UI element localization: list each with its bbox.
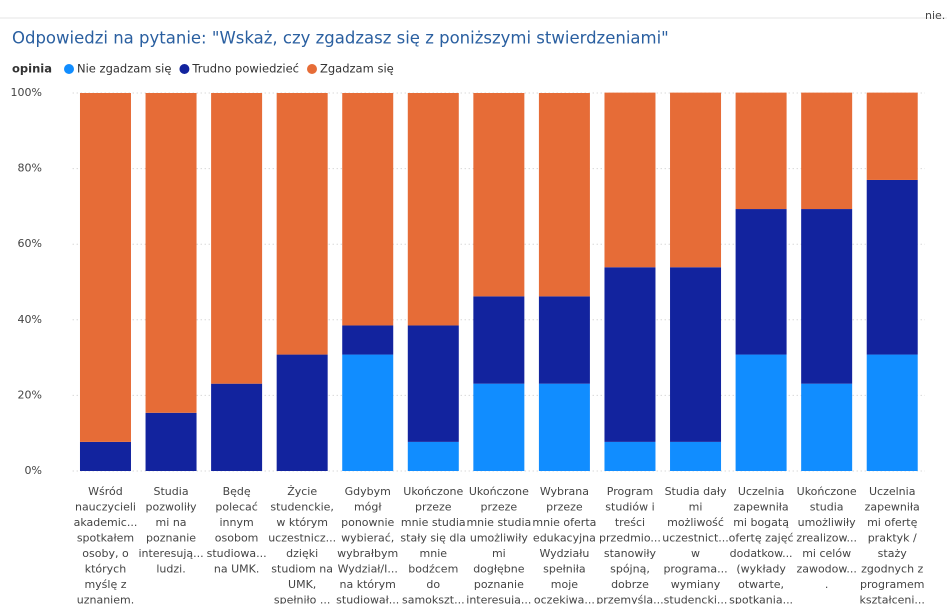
bar-segment: [866, 92, 918, 180]
bar-segment: [342, 93, 394, 326]
x-tick-label: Ukończone przeze mnie studia stały się dla m…: [400, 485, 466, 604]
bar-segment: [801, 383, 853, 471]
bar-segment: [735, 354, 787, 471]
x-tick-label: Życie studenckie, w którym uczestnicz... dzi…: [268, 485, 336, 604]
x-tick-label: Studia dały mi możliwość uczestnict... w prog…: [662, 485, 728, 604]
x-tick-label: Gdybym mógł ponownie wybierać, wybrałbym Wydz…: [336, 485, 399, 604]
bar-segment: [276, 354, 328, 471]
bar-segment: [735, 92, 787, 210]
bar-segment: [79, 441, 131, 471]
chart-title: Odpowiedzi na pytanie: "Wskaż, czy zgadz…: [12, 29, 669, 48]
bar-segment: [670, 92, 722, 268]
bar-segment: [866, 179, 918, 355]
bar-segment: [407, 325, 459, 442]
bar-segment: [145, 93, 197, 413]
bar-segment: [670, 267, 722, 442]
bar-segment: [538, 383, 590, 471]
bar-segment: [79, 93, 131, 442]
bar-segment: [211, 93, 263, 384]
legend-marker: [179, 64, 190, 74]
bar-segment: [801, 92, 853, 210]
bar-segment: [473, 296, 525, 384]
x-tick-label: Ukończone przeze mnie studia umożliwiły mi do…: [466, 485, 531, 604]
y-tick-label: 60%: [18, 237, 42, 250]
bar-segment: [407, 93, 459, 326]
bar-segment: [538, 296, 590, 384]
y-tick-label: 20%: [18, 388, 42, 401]
bar-segment: [342, 325, 394, 355]
bar-segment: [604, 92, 656, 268]
bar-segment: [670, 441, 722, 471]
legend: Nie zgadzam się Trudno powiedzieć Zgadzam …: [64, 62, 394, 76]
x-tick-label: Studia pozwoliły mi na poznanie interesują..…: [138, 485, 203, 576]
legend-label: Nie zgadzam się: [77, 62, 171, 76]
bar-segment: [801, 209, 853, 384]
legend-label: Trudno powiedzieć: [191, 62, 299, 76]
bar-segment: [145, 412, 197, 471]
x-tick-label: Uczelnia zapewniła mi ofertę praktyk / staży…: [860, 485, 925, 604]
bar-segment: [538, 93, 590, 297]
bar-segment: [211, 383, 263, 471]
bar-segment: [276, 93, 328, 355]
legend-title: opinia: [12, 62, 52, 76]
legend-marker: [64, 64, 74, 74]
y-tick-label: 40%: [18, 313, 42, 326]
bar-segment: [407, 441, 459, 471]
y-tick-label: 0%: [25, 464, 42, 477]
bar-segment: [604, 441, 656, 471]
legend-marker: [307, 64, 317, 74]
x-tick-label: Wśród nauczycieli akademic... spotkałem osob…: [74, 485, 138, 604]
corner-text: nie.: [925, 9, 945, 22]
y-tick-label: 80%: [18, 162, 42, 175]
x-tick-label: Będę polecać innym osobom studiowa... na UMK.: [207, 485, 267, 576]
bar-segment: [735, 209, 787, 355]
bar-segment: [866, 354, 918, 471]
bar-segment: [473, 383, 525, 471]
bar-segment: [342, 354, 394, 471]
x-tick-label: Program studiów i treści przedmio... stanowi…: [596, 485, 663, 604]
legend-label: Zgadzam się: [320, 62, 394, 76]
x-tick-label: Wybrana przeze mnie oferta edukacyjna Wydzia…: [532, 485, 596, 604]
x-tick-label: Uczelnia zapewniła mi bogatą ofertę zajęć do…: [729, 485, 794, 604]
y-tick-label: 100%: [11, 86, 42, 99]
bar-segment: [473, 93, 525, 297]
x-tick-label: Ukończone studia umożliwiły zrealizow... mi …: [796, 485, 857, 591]
bar-segment: [604, 267, 656, 442]
